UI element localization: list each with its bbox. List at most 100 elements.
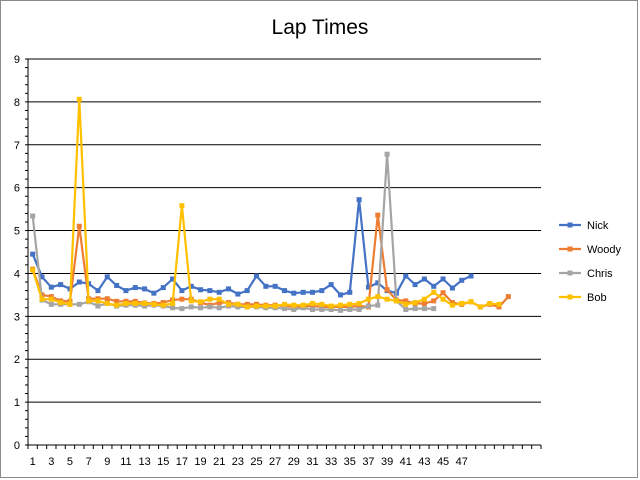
data-point [375, 212, 381, 218]
data-point [114, 282, 120, 288]
data-point [487, 300, 493, 306]
data-point [319, 301, 325, 307]
data-point [207, 304, 213, 310]
data-point [337, 307, 343, 313]
data-point [86, 298, 92, 304]
x-tick-label: 47 [456, 456, 468, 468]
y-tick-label: 4 [14, 268, 20, 280]
data-point [179, 296, 185, 302]
data-point [179, 203, 185, 209]
data-point [254, 303, 260, 309]
x-tick-label: 23 [232, 456, 244, 468]
data-point [263, 283, 269, 289]
x-tick-label: 45 [437, 456, 449, 468]
data-point [403, 301, 409, 307]
data-point [198, 299, 204, 305]
x-tick-label: 17 [176, 456, 188, 468]
data-point [207, 288, 213, 294]
data-point [347, 301, 353, 307]
data-point [384, 151, 390, 157]
data-point [244, 301, 250, 307]
data-point [477, 304, 483, 310]
x-tick-label: 43 [418, 456, 430, 468]
data-point [440, 296, 446, 302]
data-point [431, 298, 437, 304]
data-point [95, 303, 101, 309]
legend-marker [567, 222, 573, 228]
data-point [39, 296, 45, 302]
data-point [421, 296, 427, 302]
data-point [216, 300, 222, 306]
data-point [254, 273, 260, 279]
grid-lines [28, 58, 541, 403]
data-point [356, 306, 362, 312]
x-tick-label: 13 [138, 456, 150, 468]
data-point [160, 300, 166, 306]
data-point [244, 288, 250, 294]
data-point [123, 288, 129, 294]
legend-item-bob: Bob [559, 292, 607, 304]
x-tick-label: 25 [250, 456, 262, 468]
data-point [76, 279, 82, 285]
data-point [375, 280, 381, 286]
data-point [39, 274, 45, 280]
data-point [496, 301, 502, 307]
data-point [375, 302, 381, 308]
data-point [123, 300, 129, 306]
data-point [207, 296, 213, 302]
data-point [160, 302, 166, 308]
data-point [188, 304, 194, 310]
data-point [160, 285, 166, 291]
data-point [188, 298, 194, 304]
data-point [384, 287, 390, 293]
series-line [31, 198, 472, 296]
data-point [309, 306, 315, 312]
data-point [412, 282, 418, 288]
data-point [142, 300, 148, 306]
x-tick-label: 21 [213, 456, 225, 468]
data-point [384, 296, 390, 302]
data-point [216, 305, 222, 311]
data-point [309, 300, 315, 306]
x-tick-label: 7 [86, 456, 92, 468]
data-point [337, 292, 343, 298]
data-point [272, 283, 278, 289]
y-tick-label: 7 [14, 140, 20, 152]
data-point [403, 298, 409, 304]
data-point [132, 285, 138, 291]
data-point [58, 300, 64, 306]
data-point [48, 284, 54, 290]
data-point [76, 96, 82, 102]
legend-item-woody: Woody [559, 244, 622, 256]
data-point [449, 302, 455, 308]
data-point [421, 300, 427, 306]
data-point [431, 306, 437, 312]
x-tick-label: 11 [120, 456, 131, 468]
x-tick-label: 41 [400, 456, 412, 468]
data-point [449, 285, 455, 291]
x-tick-label: 27 [269, 456, 281, 468]
data-point [356, 300, 362, 306]
data-point [198, 287, 204, 293]
data-point [48, 294, 54, 300]
data-point [356, 197, 362, 203]
x-tick-label: 15 [157, 456, 169, 468]
data-point [291, 302, 297, 308]
data-point [449, 300, 455, 306]
x-tick-label: 9 [104, 456, 110, 468]
y-tick-label: 9 [14, 54, 20, 66]
data-point [421, 306, 427, 312]
y-tick-label: 5 [14, 226, 20, 238]
data-point [328, 306, 334, 312]
x-tick-label: 33 [325, 456, 337, 468]
data-point [198, 305, 204, 311]
legend-marker [567, 270, 573, 276]
data-point [328, 303, 334, 309]
legend-marker [567, 246, 573, 252]
data-point [421, 276, 427, 282]
x-tick-label: 29 [288, 456, 300, 468]
data-point [132, 300, 138, 306]
